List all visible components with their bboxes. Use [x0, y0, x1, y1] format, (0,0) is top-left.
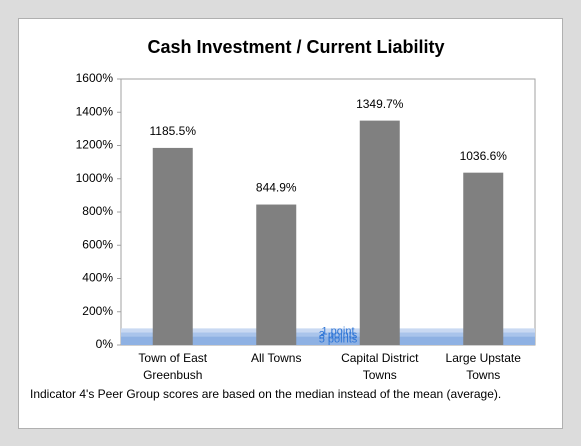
y-tick-label: 1600% [76, 71, 114, 85]
y-tick-label: 600% [82, 237, 113, 251]
bar [463, 172, 504, 345]
band-label: 3 points [319, 329, 358, 341]
y-tick-label: 400% [82, 271, 113, 285]
x-tick-label: Large Upstate Towns [445, 351, 521, 382]
bar [256, 204, 297, 345]
x-tick-label: Town of East Greenbush [138, 351, 208, 382]
y-tick-label: 0% [96, 337, 114, 351]
footnote: Indicator 4's Peer Group scores are base… [30, 387, 502, 401]
value-label: 1036.6% [460, 149, 508, 163]
chart-title: Cash Investment / Current Liability [147, 37, 444, 57]
band-label: 5 points [319, 334, 358, 346]
bar [359, 120, 400, 346]
x-tick-label: All Towns [251, 351, 302, 365]
y-tick-label: 1200% [76, 138, 114, 152]
y-tick-label: 1400% [76, 104, 114, 118]
value-label: 1349.7% [356, 97, 404, 111]
y-tick-label: 800% [82, 204, 113, 218]
y-tick-label: 200% [82, 304, 113, 318]
score-band [121, 336, 535, 345]
value-label: 844.9% [256, 181, 297, 195]
band-label: 1 point [321, 325, 354, 337]
y-tick-label: 1000% [76, 171, 114, 185]
x-tick-label: Capital District Towns [341, 351, 419, 382]
value-label: 1185.5% [150, 124, 197, 138]
bar [152, 147, 193, 345]
